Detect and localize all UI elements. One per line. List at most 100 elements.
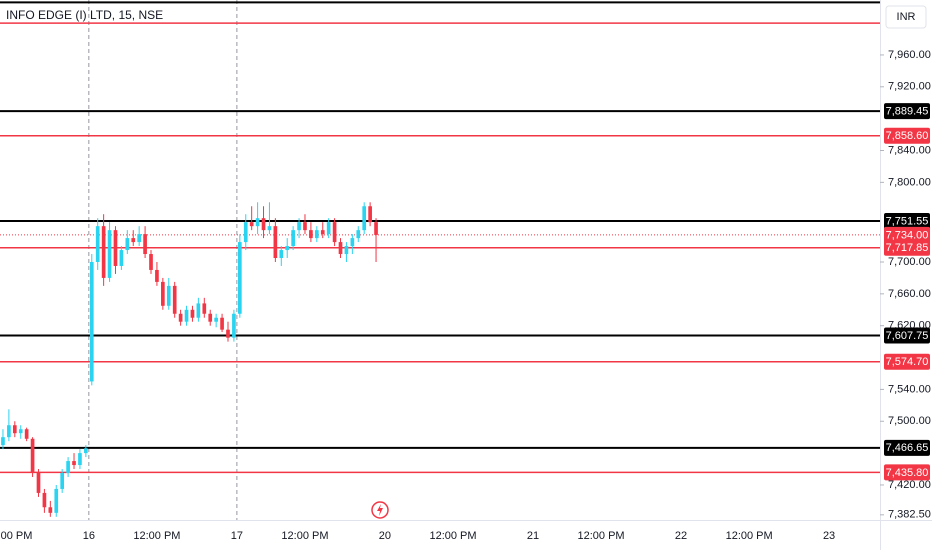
candle-body [42,492,47,508]
candles [1,202,378,517]
x-tick-label: 12:00 PM [726,530,773,542]
candle-body [238,242,242,314]
event-icon[interactable] [371,501,389,519]
x-tick-label: 16 [83,530,95,542]
x-tick-label: 17 [231,530,243,542]
candle-body [368,206,372,223]
candle-body [190,309,195,318]
candle-body [66,461,70,474]
candle-body [7,425,11,438]
y-tick-label: 7,840.00 [888,144,931,156]
candle-body [119,250,124,266]
y-tick-label: 7,800.00 [888,176,931,188]
x-tick-label: 20 [379,530,391,542]
candle-body [202,303,207,314]
candle-body [166,285,171,306]
price-badge [884,103,930,120]
candle-body [18,429,23,434]
candle-body [12,425,17,434]
candle-body [196,303,201,318]
candle-body [149,254,153,270]
candle-body [143,234,147,255]
candle-body [78,453,82,466]
currency-button[interactable] [885,5,927,29]
candle-body [309,230,313,239]
price-badge-label: 7,889.45 [886,106,929,118]
candle-body [350,238,355,247]
x-tick-label: 22 [675,530,687,542]
y-tick-label: 7,960.00 [888,49,931,61]
candle-body [208,313,213,322]
candle-body [184,309,189,322]
price-badge-label: 7,574.70 [886,356,929,368]
price-badge-label: 7,734.00 [886,229,929,241]
x-tick-label: 12:00 PM [133,530,180,542]
candle-body [36,473,41,493]
candle-body [303,222,307,231]
price-badge [884,226,930,243]
candle-body [297,222,301,231]
candle-body [72,461,76,466]
candle-body [101,226,106,278]
candle-body [95,226,100,262]
candle-body [374,222,378,235]
candle-body [243,222,248,243]
price-badge-label: 7,607.75 [886,330,929,342]
candle-body [48,507,53,513]
price-badge [884,464,930,481]
candle-body [60,473,65,489]
candle-body [273,226,278,259]
y-tick-label: 7,382.50 [888,509,931,521]
price-badge-label: 7,435.80 [886,467,929,479]
candle-body [1,437,5,446]
currency-label: INR [897,11,916,23]
candle-body [172,285,177,314]
candle-body [214,317,218,322]
candle-body [161,281,165,306]
price-badge [884,327,930,344]
candle-body [291,230,295,247]
candle-body [107,230,112,278]
candle-body [326,222,331,235]
candle-body [267,226,272,231]
y-tick-label: 7,920.00 [888,81,931,93]
event-bolt [377,504,383,516]
candle-body [89,261,94,382]
candle-body [226,329,230,338]
y-tick-label: 7,540.00 [888,383,931,395]
candle-body [24,429,29,439]
x-tick-label: 12:00 PM [0,530,32,542]
price-badge-label: 7,466.65 [886,442,929,454]
y-tick-label: 7,660.00 [888,288,931,300]
candle-body [285,246,290,251]
candle-body [131,238,136,243]
candle-body [356,230,361,239]
candle-body [220,317,224,330]
x-tick-label: 12:00 PM [429,530,476,542]
candle-body [279,250,284,259]
candle-body [113,230,118,266]
x-tick-label: 12:00 PM [281,530,328,542]
candle-body [338,242,343,255]
price-badge-label: 7,751.55 [886,215,929,227]
candle-body [314,230,319,239]
candle-body [155,269,159,282]
price-badge [884,212,930,229]
y-tick-label: 7,700.00 [888,256,931,268]
candle-body [54,488,59,513]
candle-body [344,246,349,255]
axis: 7,960.00 7,920.00 7,840.00 7,800.00 7,700.00… [0,49,931,542]
price-badge-label: 7,858.60 [886,130,929,142]
candle-body [332,222,337,243]
price-badge [884,127,930,144]
chart-title: INFO EDGE (I) LTD, 15, NSE [6,8,163,22]
grid [88,0,238,520]
candle-body [261,218,266,231]
price-badge [884,239,930,256]
x-tick-label: 12:00 PM [578,530,625,542]
levels [0,1,880,474]
y-tick-label: 7,500.00 [888,415,931,427]
